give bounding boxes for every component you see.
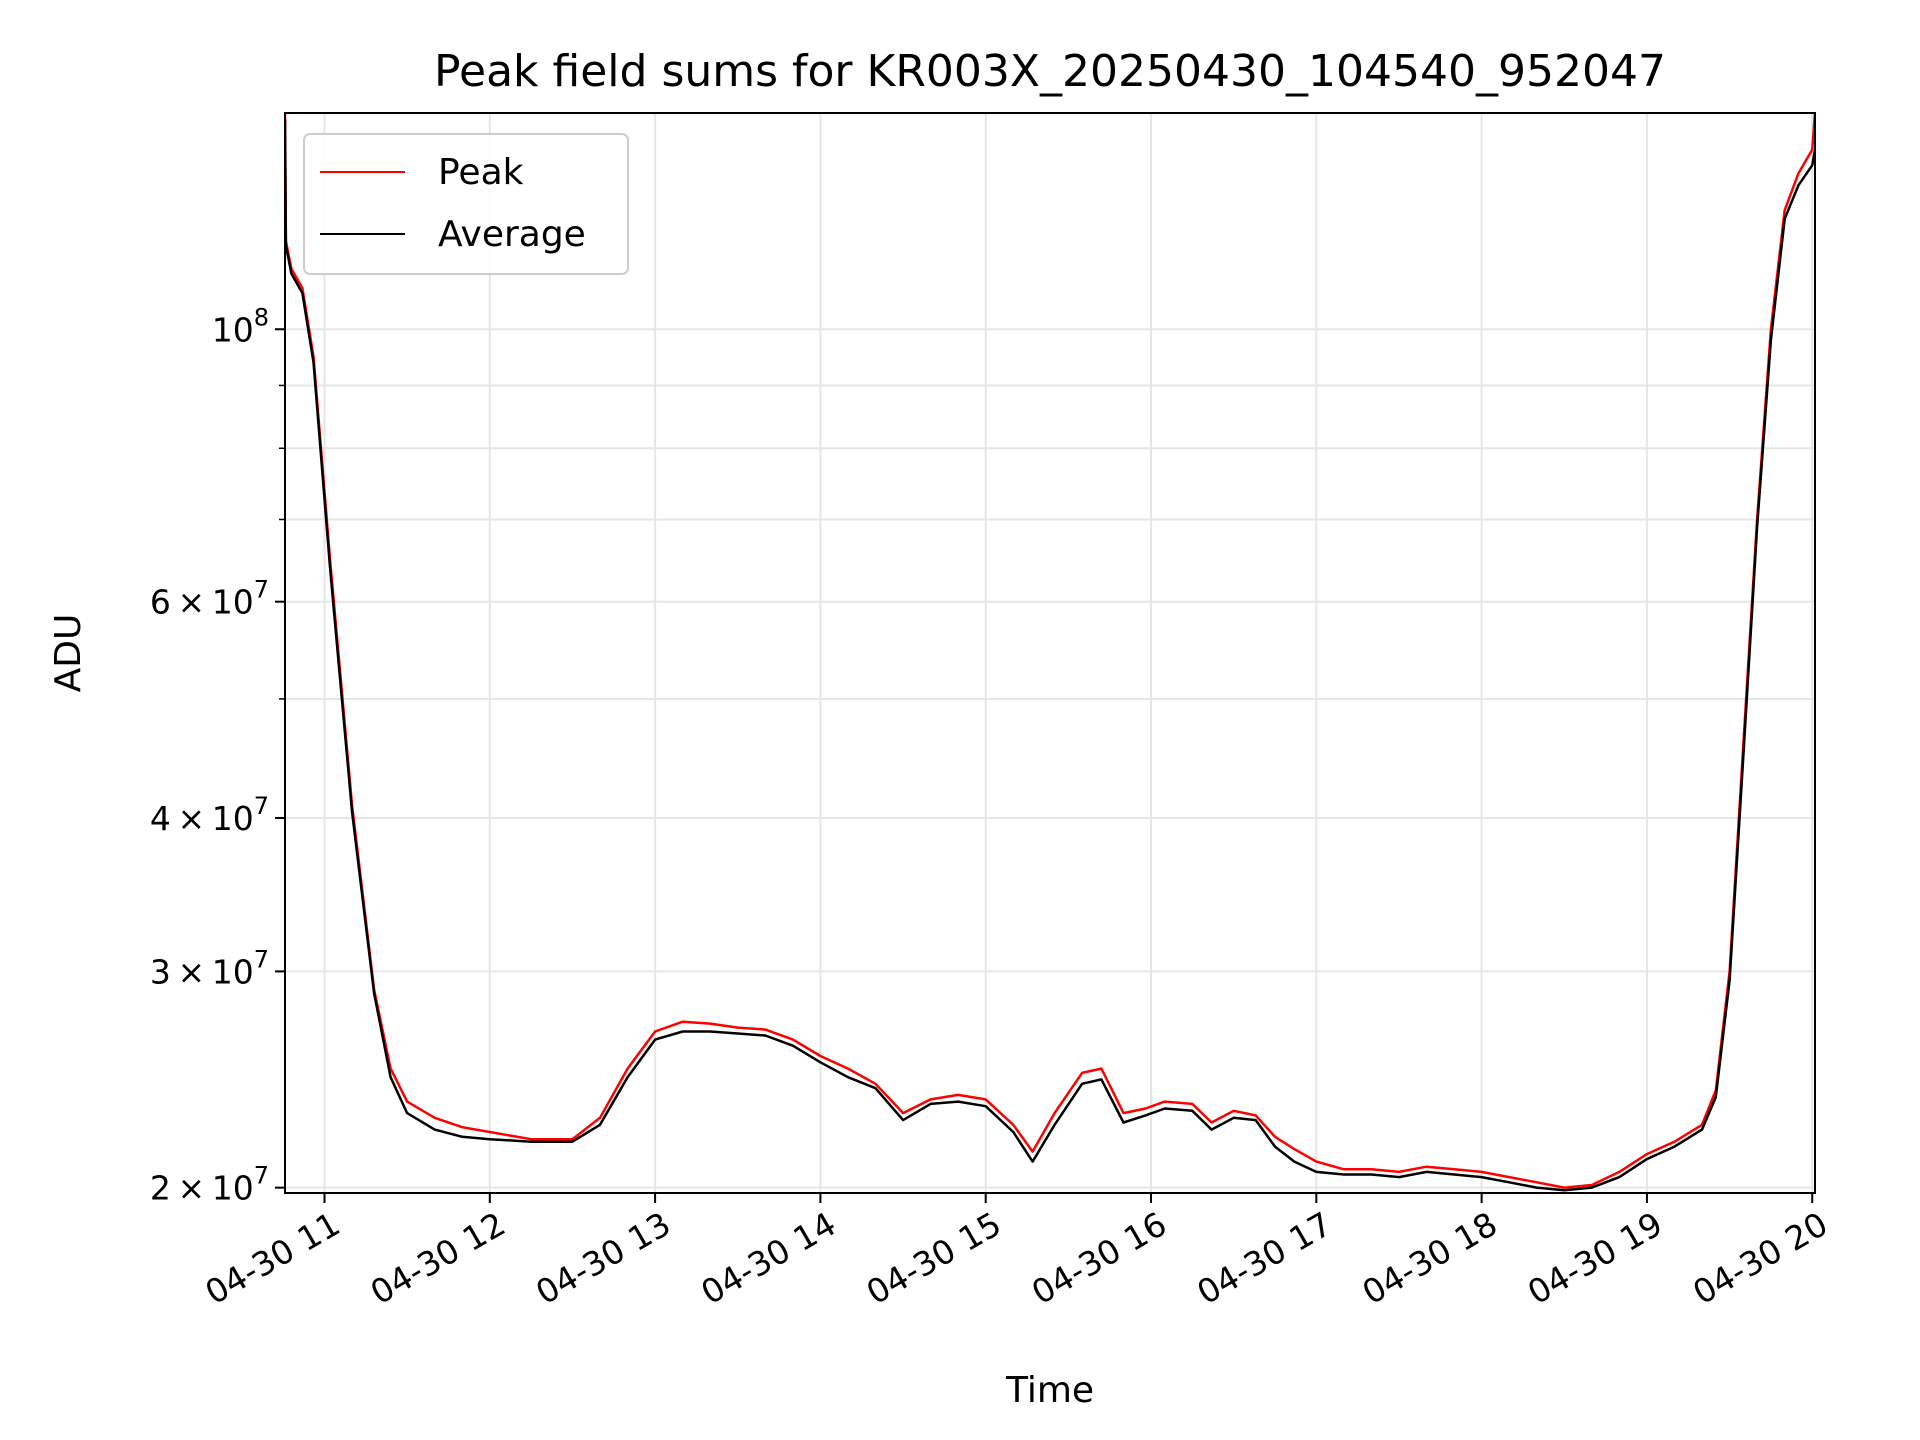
legend-label-peak: Peak bbox=[438, 152, 524, 193]
y-tick-label: 6 × 107 bbox=[150, 576, 269, 622]
y-tick-label: 3 × 107 bbox=[150, 945, 269, 991]
legend-box bbox=[303, 133, 629, 275]
y-tick-label: 108 bbox=[212, 303, 269, 349]
legend-label-average: Average bbox=[438, 214, 586, 255]
y-tick-label: 4 × 107 bbox=[150, 792, 269, 838]
y-axis: 2 × 107 3 × 107 4 × 107 6 × 107 108 bbox=[150, 303, 285, 1208]
series-line-peak bbox=[285, 113, 1815, 1189]
y-axis-label: ADU bbox=[48, 614, 89, 693]
legend: Peak Average bbox=[303, 133, 629, 275]
chart-title: Peak field sums for KR003X_20250430_1045… bbox=[434, 46, 1666, 97]
plot-frame bbox=[284, 112, 1816, 1194]
x-axis-label: Time bbox=[1005, 1370, 1094, 1411]
series-layer bbox=[285, 113, 1815, 1192]
series-line-average bbox=[285, 120, 1815, 1192]
grid bbox=[285, 113, 1815, 1193]
y-tick-label: 2 × 107 bbox=[150, 1162, 269, 1208]
